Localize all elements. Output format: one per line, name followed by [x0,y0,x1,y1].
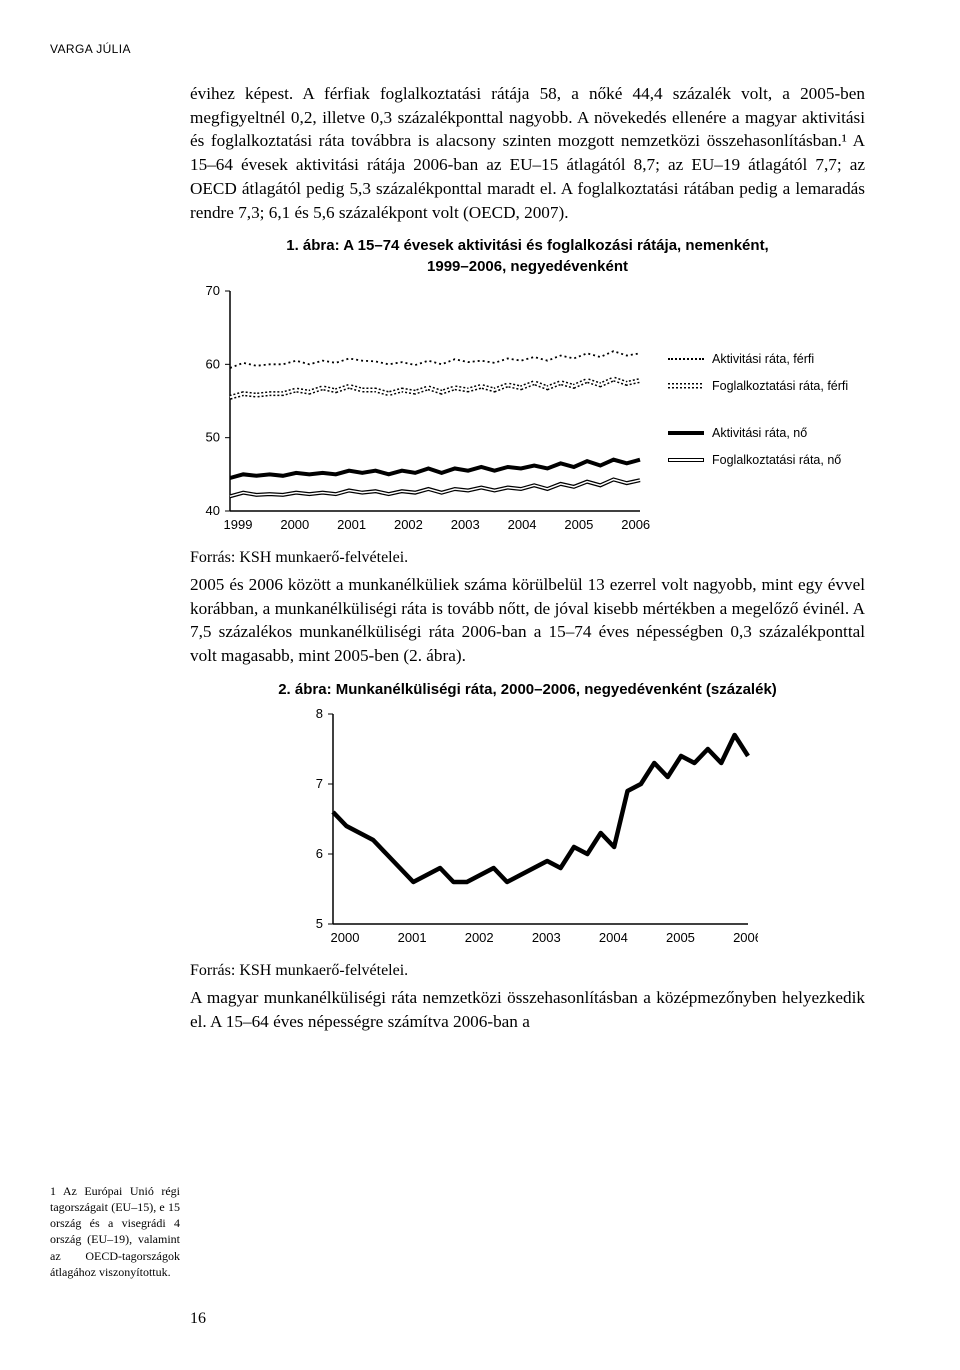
author-header: VARGA JÚLIA [50,42,131,56]
svg-text:2000: 2000 [280,517,309,532]
legend-label: Aktivitási ráta, férfi [712,347,814,372]
fig1-title-line1: 1. ábra: A 15–74 évesek aktivitási és fo… [286,237,768,254]
paragraph-2: 2005 és 2006 között a munkanélküliek szá… [190,573,865,668]
legend-fogl-ferfi: Foglalkoztatási ráta, férfi [668,374,848,399]
legend-fogl-no: Foglalkoztatási ráta, nő [668,448,848,473]
fig1-title: 1. ábra: A 15–74 évesek aktivitási és fo… [190,236,865,277]
svg-text:8: 8 [315,706,322,721]
svg-text:6: 6 [315,846,322,861]
paragraph-3: A magyar munkanélküliségi ráta nemzetköz… [190,986,865,1033]
fig1-title-line2: 1999–2006, negyedévenként [427,258,628,275]
fig2-source: Forrás: KSH munkaerő-felvételei. [190,962,865,980]
legend-label: Foglalkoztatási ráta, férfi [712,374,848,399]
fig1-legend: Aktivitási ráta, férfi Foglalkoztatási r… [650,281,848,475]
footnote-1: 1 Az Európai Unió régi tagországait (EU–… [50,1183,180,1280]
svg-text:2004: 2004 [508,517,537,532]
legend-akt-ferfi: Aktivitási ráta, férfi [668,347,848,372]
svg-text:70: 70 [206,283,220,298]
svg-text:2003: 2003 [451,517,480,532]
fig1-chart: 40 50 60 70 1999 2000 2001 2002 2003 2004 2005 2006 [190,281,650,541]
svg-text:2006: 2006 [733,930,758,945]
svg-text:2004: 2004 [598,930,627,945]
fig1-source: Forrás: KSH munkaerő-felvételei. [190,549,865,567]
svg-text:2003: 2003 [531,930,560,945]
svg-text:2001: 2001 [397,930,426,945]
svg-text:5: 5 [315,916,322,931]
svg-text:2002: 2002 [464,930,493,945]
page-number: 16 [190,1310,206,1328]
svg-text:2005: 2005 [564,517,593,532]
svg-text:2005: 2005 [665,930,694,945]
svg-text:40: 40 [206,503,220,518]
legend-label: Aktivitási ráta, nő [712,421,807,446]
legend-label: Foglalkoztatási ráta, nő [712,448,841,473]
svg-text:7: 7 [315,776,322,791]
svg-text:2006: 2006 [621,517,650,532]
fig1-chart-container: 40 50 60 70 1999 2000 2001 2002 2003 2004 2005 2006… [190,281,865,541]
svg-text:2001: 2001 [337,517,366,532]
svg-text:1999: 1999 [224,517,253,532]
svg-text:60: 60 [206,356,220,371]
svg-text:2000: 2000 [330,930,359,945]
svg-text:2002: 2002 [394,517,423,532]
svg-text:50: 50 [206,430,220,445]
fig2-chart: 5 6 7 8 2000 2001 2002 2003 2004 2005 2006 [298,704,758,954]
paragraph-1: évihez képest. A férfiak foglalkoztatási… [190,82,865,224]
legend-akt-no: Aktivitási ráta, nő [668,421,848,446]
fig2-chart-container: 5 6 7 8 2000 2001 2002 2003 2004 2005 2006 [190,704,865,954]
fig2-title: 2. ábra: Munkanélküliségi ráta, 2000–200… [190,680,865,700]
